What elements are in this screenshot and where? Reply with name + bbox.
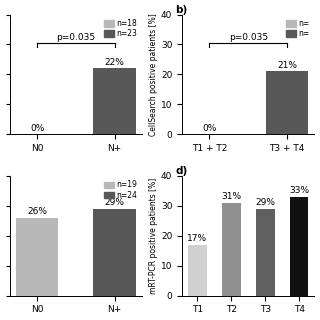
Text: 17%: 17% — [187, 234, 207, 243]
Bar — [266, 71, 308, 134]
Bar — [290, 197, 308, 296]
Y-axis label: mRT-PCR positive patients [%]: mRT-PCR positive patients [%] — [149, 178, 158, 294]
Bar — [256, 209, 275, 296]
Text: 29%: 29% — [105, 198, 125, 207]
Text: 22%: 22% — [105, 58, 125, 67]
Text: b): b) — [175, 5, 188, 15]
Legend: n=19, n=24: n=19, n=24 — [104, 180, 138, 200]
Text: p=0.035: p=0.035 — [229, 33, 268, 42]
Text: 0%: 0% — [30, 124, 44, 133]
Text: 21%: 21% — [277, 61, 297, 70]
Bar — [222, 203, 241, 296]
Y-axis label: CellSearch positive patients [%]: CellSearch positive patients [%] — [149, 13, 158, 136]
Text: 31%: 31% — [221, 192, 241, 201]
Text: d): d) — [175, 166, 188, 176]
Legend: n=, n=: n=, n= — [286, 18, 311, 39]
Text: 0%: 0% — [202, 124, 217, 133]
Legend: n=18, n=23: n=18, n=23 — [104, 18, 138, 39]
Text: p=0.035: p=0.035 — [56, 33, 95, 42]
Text: 29%: 29% — [255, 198, 275, 207]
Bar — [16, 218, 59, 296]
Text: 26%: 26% — [27, 207, 47, 216]
Bar — [93, 68, 136, 134]
Bar — [93, 209, 136, 296]
Bar — [188, 245, 207, 296]
Text: 33%: 33% — [289, 186, 309, 196]
